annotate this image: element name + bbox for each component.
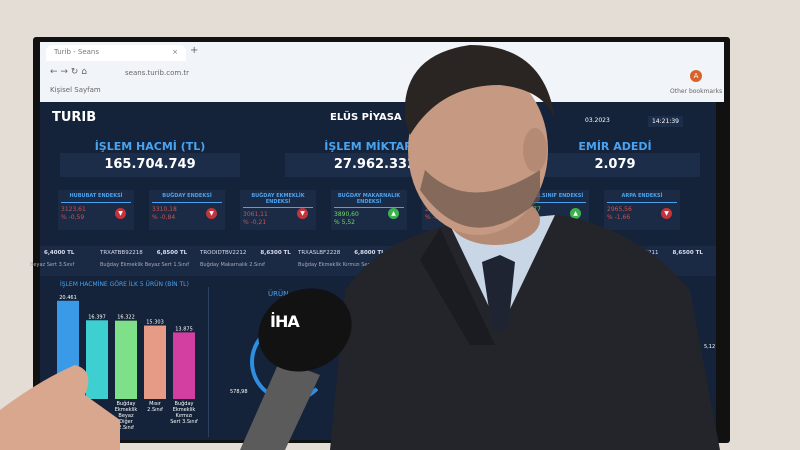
index-card: ARPA ENDEKSİ 2965,56 % -1,66 ▼ (604, 190, 680, 230)
arrow-up-icon: ▲ (570, 208, 581, 219)
index-name: HUBUBAT ENDEKSİ (61, 193, 131, 203)
index-change: % -0,21 (243, 219, 267, 226)
ticker-price: 8,6300 TL (260, 250, 291, 256)
turib-logo: TURIB (52, 110, 97, 125)
ticker-product: Buğday Makarnalık 2.Sınıf (200, 262, 265, 268)
index-card: BUĞDAY ENDEKSİ 3310,18 % -0,84 ▼ (149, 190, 225, 230)
index-name: BUĞDAY EKMEKLİK ENDEKSİ (243, 193, 313, 208)
kpi-volume: İŞLEM HACMİ (TL) 165.704.749 (60, 140, 240, 177)
bar-value-label: 15.303 (146, 320, 164, 326)
arrow-up-icon: ▲ (388, 208, 399, 219)
index-card: HUBUBAT ENDEKSİ 3123,61 % -0,59 ▼ (58, 190, 134, 230)
hair (404, 45, 555, 135)
kpi-orders: EMİR ADEDİ 2.079 (530, 140, 700, 177)
hand (0, 365, 120, 450)
browser-chrome: Turib - Seans × + ← → ↻ ⌂ seans.turib.com… (40, 42, 724, 102)
microphone-foam (258, 288, 352, 372)
bar-chart: 20.461 16.397 16.322 15.303 13.875 (57, 295, 195, 399)
beard (420, 170, 540, 228)
index-name: BUĞDAY ENDEKSİ (152, 193, 222, 203)
index-change: % -0,59 (61, 214, 85, 221)
close-tab-icon[interactable]: × (172, 48, 178, 56)
suit (330, 215, 720, 450)
microphone-logo: İHA (270, 312, 300, 331)
bar-category-label: Buğday Ekmeklik Beyaz Diğer 2.Sınıf (114, 401, 138, 431)
ticker-code: TROOIDTBV2212 (200, 250, 247, 256)
ticker-price: 6,4000 TL (44, 250, 75, 256)
bar (144, 325, 166, 399)
index-card: BUĞDAY EKMEKLİK ENDEKSİ 3061,11 % -0,21 … (240, 190, 316, 230)
ticker-price: 6,8500 TL (156, 250, 188, 256)
bar (115, 320, 137, 399)
ear (523, 128, 547, 172)
bar-chart-title: İŞLEM HACMİNE GÖRE İLK 5 ÜRÜN (BİN TL) (60, 281, 189, 288)
index-name: BUĞDAY MAKARNALIK ENDEKSİ (334, 193, 404, 208)
arrow-down-icon: ▼ (297, 208, 308, 219)
side-value: 5,12 (704, 344, 716, 350)
ticker-code: TRXASLBF2228 (298, 250, 341, 256)
date: 03.2023 (585, 117, 610, 124)
index-name: ARPA ENDEKSİ (607, 193, 677, 203)
ticker-product: Buğday Ekmeklik Kırmızı Sert 2.Sınıf (298, 262, 389, 268)
ticker-item: TROOIDTBV2212 8,6300 TL Buğday Makarnalık … (200, 250, 291, 268)
other-bookmarks[interactable]: Other bookmarks (670, 88, 723, 95)
profile-avatar[interactable]: A (690, 70, 702, 82)
second-chart-title: ÜRÜN (268, 290, 289, 298)
bar-category-label: Mısır 2.Sınıf (147, 401, 163, 413)
clock: 14:21:39 (648, 116, 683, 127)
index-value: 2965,56 (607, 206, 632, 213)
index-value: 3123,61 (61, 206, 86, 213)
bar-value-label: 16.397 (88, 314, 106, 320)
index-value: 3310,18 (152, 206, 177, 213)
index-card: BUĞDAY MAKARNALIK ENDEKSİ 3890,60 % 5,52… (331, 190, 407, 230)
tie (482, 255, 515, 330)
bar-value-label: 13.875 (175, 326, 193, 332)
ticker-item: TRXATBB92218 6,8500 TL Buğday Ekmeklik Bey… (100, 250, 189, 268)
ticker-code: TRXATBB92218 (100, 250, 143, 256)
ticker-item: 6,4000 TL Beyaz Sert 3.Sınıf (30, 250, 74, 268)
index-value: 3061,11 (243, 211, 268, 218)
arrow-down-icon: ▼ (661, 208, 672, 219)
bar (173, 332, 195, 399)
ticker-product: Beyaz Sert 3.Sınıf (30, 262, 75, 268)
bar-category-label: Buğday Ekmeklik Kırmızı Sert 3.Sınıf (170, 401, 198, 425)
bar (86, 320, 108, 399)
nav-buttons-icon[interactable]: ← → ↻ ⌂ (50, 67, 87, 77)
url-bar[interactable]: seans.turib.com.tr (125, 69, 190, 77)
ticker-price: 6,8000 TL (354, 250, 385, 256)
tab-title: Turib - Seans (54, 48, 100, 56)
ticker-product: Buğday Ekmeklik Beyaz Sert 1.Sınıf (100, 262, 189, 268)
microphone-handle (240, 360, 320, 450)
index-value: 3890,60 (334, 211, 359, 218)
new-tab-icon[interactable]: + (190, 45, 199, 56)
bookmark-item[interactable]: Kişisel Sayfam (50, 86, 101, 94)
arrow-down-icon: ▼ (115, 208, 126, 219)
bar-value-label: 16.322 (117, 315, 135, 321)
ticker-item: TRXASLBF2228 6,8000 TL Buğday Ekmeklik Kır… (298, 250, 389, 268)
index-change: % 5,52 (334, 219, 355, 226)
browser-tab[interactable]: Turib - Seans × (46, 45, 186, 61)
dashboard-header: ELÜS PİYASA VE (330, 112, 420, 123)
donut-label: 578,98 (230, 389, 248, 395)
index-change: % -0,84 (152, 214, 176, 221)
lapel (420, 228, 495, 345)
ticker-price: 8,6500 TL (672, 250, 703, 256)
bar-value-label: 20.461 (59, 295, 77, 301)
index-change: % -1,66 (607, 214, 631, 221)
arrow-down-icon: ▼ (206, 208, 217, 219)
index-name: MISIR 2.SINIF ENDEKSİ (516, 193, 586, 203)
